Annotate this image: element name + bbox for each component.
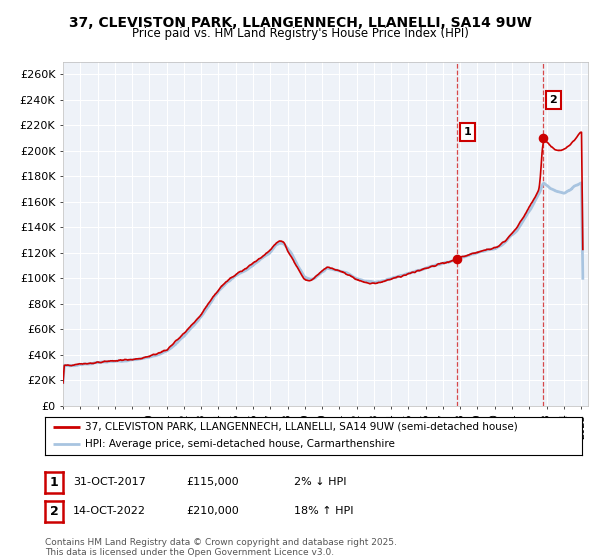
Point: [538, 134, 548, 143]
Text: Price paid vs. HM Land Registry's House Price Index (HPI): Price paid vs. HM Land Registry's House …: [131, 27, 469, 40]
Text: 14-OCT-2022: 14-OCT-2022: [73, 506, 146, 516]
Text: 2: 2: [50, 505, 58, 518]
Text: 31-OCT-2017: 31-OCT-2017: [73, 477, 146, 487]
Text: 2% ↓ HPI: 2% ↓ HPI: [294, 477, 347, 487]
Text: 2: 2: [550, 95, 557, 105]
Text: HPI: Average price, semi-detached house, Carmarthenshire: HPI: Average price, semi-detached house,…: [85, 440, 395, 450]
Text: £115,000: £115,000: [186, 477, 239, 487]
Text: £210,000: £210,000: [186, 506, 239, 516]
Text: 1: 1: [50, 475, 58, 489]
Text: 37, CLEVISTON PARK, LLANGENNECH, LLANELLI, SA14 9UW (semi-detached house): 37, CLEVISTON PARK, LLANGENNECH, LLANELL…: [85, 422, 518, 432]
Text: 1: 1: [464, 127, 472, 137]
Text: 37, CLEVISTON PARK, LLANGENNECH, LLANELLI, SA14 9UW: 37, CLEVISTON PARK, LLANGENNECH, LLANELL…: [68, 16, 532, 30]
Text: Contains HM Land Registry data © Crown copyright and database right 2025.
This d: Contains HM Land Registry data © Crown c…: [45, 538, 397, 557]
Point: [452, 255, 462, 264]
Text: 18% ↑ HPI: 18% ↑ HPI: [294, 506, 353, 516]
